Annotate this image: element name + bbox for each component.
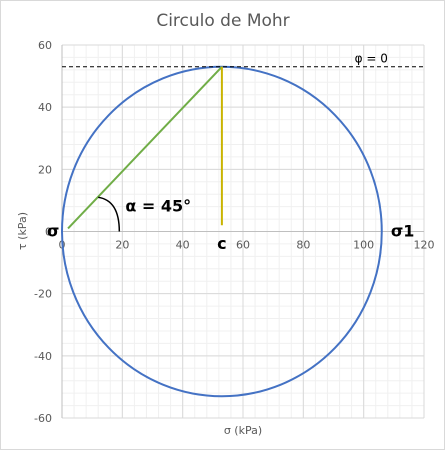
series-layer: [61, 65, 424, 398]
y-tick-label: -60: [34, 412, 52, 425]
sigma1-label: σ1: [391, 222, 415, 241]
alpha-angle-arc: [98, 196, 121, 232]
annotations: φ = 0 α = 45° c σ σ1: [47, 51, 414, 253]
alpha-label: α = 45°: [125, 197, 191, 216]
x-tick-label: 80: [296, 239, 310, 252]
cohesion-label: c: [217, 234, 226, 253]
y-axis-title: τ (kPa): [16, 212, 29, 250]
chart-title: Circulo de Mohr: [156, 11, 289, 31]
phi-label: φ = 0: [355, 51, 388, 65]
y-tick-label: 0: [45, 226, 52, 239]
y-tick-label: 60: [38, 39, 52, 52]
y-tick-label: 40: [38, 101, 52, 114]
x-tick-label: 20: [115, 239, 129, 252]
sigma-label: σ: [47, 222, 59, 241]
y-tick-label: -20: [34, 288, 52, 301]
failure-plane-line: [67, 66, 223, 230]
y-tick-label: -40: [34, 350, 52, 363]
y-tick-label: 20: [38, 163, 52, 176]
x-tick-label: 60: [236, 239, 250, 252]
x-axis-title: σ (kPa): [224, 424, 262, 437]
x-tick-label: 120: [414, 239, 435, 252]
x-tick-label: 100: [353, 239, 374, 252]
x-tick-label: 40: [176, 239, 190, 252]
